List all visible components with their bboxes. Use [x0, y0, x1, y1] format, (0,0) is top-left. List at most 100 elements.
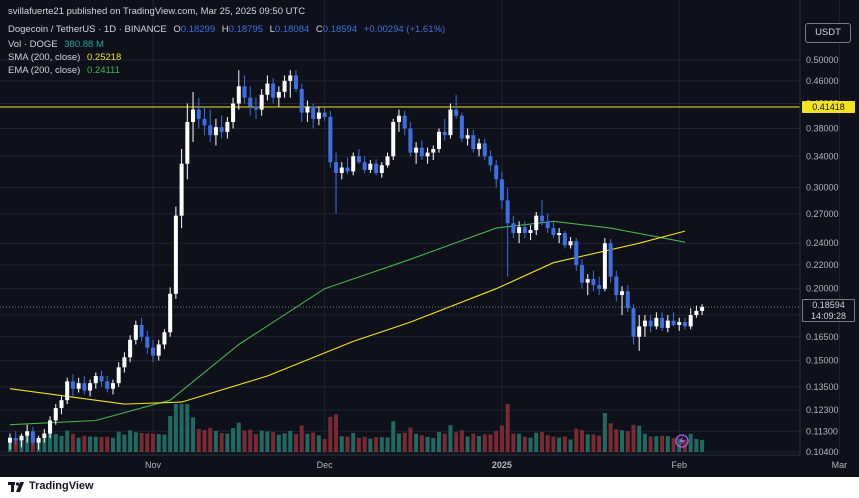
candle-body	[682, 322, 687, 327]
y-tick-label: 0.50000	[806, 55, 839, 65]
volume-bar	[614, 429, 619, 452]
candle-body	[437, 131, 441, 150]
volume-bar	[700, 439, 705, 452]
candle-body	[42, 433, 47, 438]
volume-bar	[494, 431, 499, 452]
volume-bar	[471, 433, 476, 452]
volume-bar	[322, 439, 327, 452]
volume-bar	[625, 431, 630, 452]
volume-bar	[677, 438, 682, 452]
volume-bar	[374, 437, 379, 452]
volume-bar	[294, 434, 298, 452]
candle-body	[13, 437, 18, 441]
y-tick-label: 0.34000	[806, 151, 839, 161]
tradingview-logo-icon[interactable]	[8, 480, 24, 494]
candle-body	[654, 317, 659, 327]
volume-bar	[414, 433, 419, 452]
candle-body	[8, 437, 12, 443]
volume-bar	[574, 428, 579, 452]
volume-bar	[99, 437, 104, 452]
volume-bar	[437, 432, 441, 452]
candle-body	[482, 143, 487, 157]
candle-body	[99, 376, 104, 382]
volume-bar	[133, 432, 138, 452]
candle-body	[442, 131, 447, 136]
brand-name[interactable]: TradingView	[29, 480, 94, 492]
candle-body	[36, 437, 41, 443]
bar-countdown: 14:09:28	[810, 311, 847, 321]
candle-body	[368, 163, 373, 170]
candle-body	[202, 118, 207, 126]
candle-body	[700, 306, 705, 311]
candle-body	[494, 165, 499, 180]
y-tick-label: 0.30000	[806, 183, 839, 193]
candle-body	[414, 147, 419, 153]
sma-indicator[interactable]: SMA (200, close) 0.25218	[8, 52, 121, 63]
close-label: C	[315, 24, 323, 35]
volume-bar	[76, 437, 81, 452]
volume-bar	[522, 436, 527, 452]
volume-bar	[202, 430, 207, 452]
volume-bar	[602, 413, 607, 452]
change-value: +0.00294 (+1.61%)	[363, 24, 446, 35]
candle-body	[213, 127, 218, 136]
candle-body	[374, 163, 379, 173]
candle-body	[345, 167, 350, 172]
volume-bar	[128, 430, 133, 452]
candle-body	[265, 83, 270, 95]
high-value: 0.18795	[228, 24, 263, 35]
candle-body	[614, 276, 619, 296]
volume-bar	[168, 416, 173, 452]
candle-body	[391, 122, 396, 157]
volume-bar	[665, 436, 670, 452]
candle-body	[65, 381, 70, 401]
symbol-name[interactable]: Dogecoin / TetherUS · 1D · BINANCE	[8, 24, 167, 35]
volume-bar	[196, 428, 201, 452]
price-chart[interactable]: 0.500000.460000.420000.380000.340000.300…	[0, 0, 859, 478]
volume-bar	[597, 435, 602, 452]
candle-body	[539, 215, 544, 222]
y-tick-label: 0.24000	[806, 238, 839, 248]
candle-body	[110, 383, 115, 389]
candle-body	[591, 278, 596, 286]
currency-selector[interactable]: USDT	[805, 23, 851, 43]
volume-label: Vol · DOGE	[8, 39, 58, 50]
candle-body	[448, 109, 453, 136]
volume-bar	[231, 428, 236, 452]
candle-body	[557, 233, 562, 236]
volume-bar	[179, 404, 184, 452]
volume-bar	[236, 422, 241, 452]
x-tick-label: Feb	[671, 460, 687, 470]
candle-body	[151, 347, 155, 356]
candle-body	[128, 339, 133, 358]
candle-body	[59, 400, 64, 409]
volume-indicator[interactable]: Vol · DOGE 380.88 M	[8, 39, 104, 50]
volume-bar	[425, 436, 430, 452]
candle-body	[339, 167, 344, 173]
volume-bar	[637, 425, 642, 452]
volume-bar	[334, 414, 339, 452]
volume-bar	[694, 439, 699, 452]
candle-body	[53, 408, 58, 421]
y-tick-label: 0.20000	[806, 284, 839, 294]
candle-body	[248, 97, 253, 107]
volume-bar	[528, 437, 533, 452]
candle-body	[116, 367, 121, 384]
volume-bar	[219, 433, 224, 452]
volume-bar	[408, 427, 413, 452]
volume-bar	[431, 437, 436, 452]
candle-body	[534, 215, 539, 231]
volume-bar	[562, 436, 567, 452]
volume-bar	[465, 436, 470, 452]
candle-body	[522, 227, 527, 234]
candle-body	[30, 431, 35, 443]
candles	[8, 70, 705, 450]
volume-bar	[305, 433, 310, 452]
ema-indicator[interactable]: EMA (200, close) 0.24111	[8, 65, 120, 76]
volume-bar	[248, 429, 253, 452]
volume-bar	[362, 436, 367, 452]
volume-bar	[585, 434, 590, 452]
volume-bar	[213, 430, 218, 452]
symbol-row: Dogecoin / TetherUS · 1D · BINANCE O0.18…	[8, 24, 445, 35]
volume-bar	[568, 439, 573, 452]
